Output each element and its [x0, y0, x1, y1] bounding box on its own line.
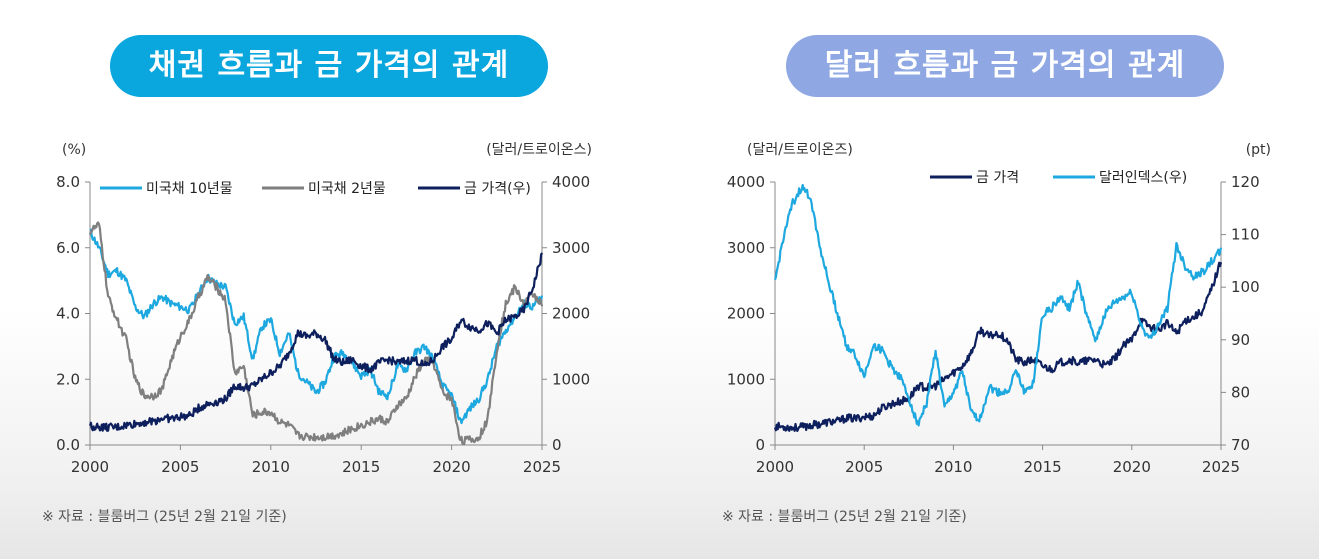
series-line-1	[88, 221, 544, 445]
legend-label: 미국채 10년물	[146, 181, 233, 197]
y-left-tick-label: 3000	[727, 239, 765, 257]
x-tick-label: 2015	[342, 458, 380, 476]
x-tick-label: 2010	[934, 458, 972, 476]
x-tick-label: 2025	[523, 458, 561, 476]
y-right-tick-label: 70	[1231, 436, 1250, 454]
x-tick-label: 2015	[1024, 458, 1062, 476]
y-right-tick-label: 3000	[552, 239, 590, 257]
x-tick-label: 2020	[433, 458, 471, 476]
y-right-tick-label: 1000	[552, 370, 590, 388]
left-title-pill: 채권 흐름과 금 가격의 관계	[110, 35, 548, 97]
right-title-pill: 달러 흐름과 금 가격의 관계	[786, 35, 1224, 97]
left-chart: (%) (달러/트로이온스) 2000 2005 2010 2015 2020 2025 0.0…	[56, 142, 592, 476]
y-left-tick-label: 2.0	[56, 370, 80, 388]
y-left-tick-label: 6.0	[56, 239, 80, 257]
x-tick-label: 2005	[161, 458, 199, 476]
series-line-0	[89, 228, 544, 425]
right-title: 달러 흐름과 금 가격의 관계	[824, 48, 1186, 83]
x-tick-label: 2005	[845, 458, 883, 476]
right-source-note: ※ 자료 : 블룸버그 (25년 2월 21일 기준)	[722, 509, 967, 525]
y-right-tick-label: 120	[1231, 173, 1260, 191]
legend-label: 금 가격(우)	[464, 181, 531, 197]
y-right-tick-label: 0	[552, 436, 562, 454]
y-right-tick-label: 110	[1231, 226, 1260, 244]
x-tick-label: 2000	[71, 458, 109, 476]
y-right-tick-label: 2000	[552, 305, 590, 323]
left-source-note: ※ 자료 : 블룸버그 (25년 2월 21일 기준)	[42, 509, 287, 525]
y-left-tick-label: 1000	[727, 370, 765, 388]
legend-label: 미국채 2년물	[308, 181, 386, 197]
x-tick-label: 2020	[1113, 458, 1151, 476]
left-title: 채권 흐름과 금 가격의 관계	[148, 48, 510, 83]
y-right-unit-label: (달러/트로이온스)	[486, 142, 592, 158]
y-right-tick-label: 4000	[552, 173, 590, 191]
y-left-tick-label: 8.0	[56, 173, 80, 191]
x-tick-label: 2010	[252, 458, 290, 476]
y-left-unit-label: (달러/트로이온즈)	[747, 142, 853, 158]
series-line-1	[773, 183, 1223, 427]
y-right-tick-label: 80	[1231, 383, 1250, 401]
x-tick-label: 2025	[1202, 458, 1240, 476]
x-tick-label: 2000	[756, 458, 794, 476]
series-line-0	[773, 261, 1223, 432]
y-left-tick-label: 0	[755, 436, 765, 454]
right-chart: (달러/트로이온즈) (pt) 2000 2005 2010 2015 2020 2025 0 1…	[727, 142, 1271, 476]
y-right-unit-label: (pt)	[1246, 142, 1271, 158]
y-right-tick-label: 100	[1231, 278, 1260, 296]
y-left-tick-label: 4.0	[56, 305, 80, 323]
y-left-tick-label: 0.0	[56, 436, 80, 454]
y-left-tick-label: 2000	[727, 305, 765, 323]
series-line-2	[88, 252, 544, 432]
legend-label: 달러인덱스(우)	[1099, 170, 1187, 186]
y-left-unit-label: (%)	[62, 142, 86, 158]
y-right-tick-label: 90	[1231, 331, 1250, 349]
legend-label: 금 가격	[976, 170, 1019, 186]
y-left-tick-label: 4000	[727, 173, 765, 191]
